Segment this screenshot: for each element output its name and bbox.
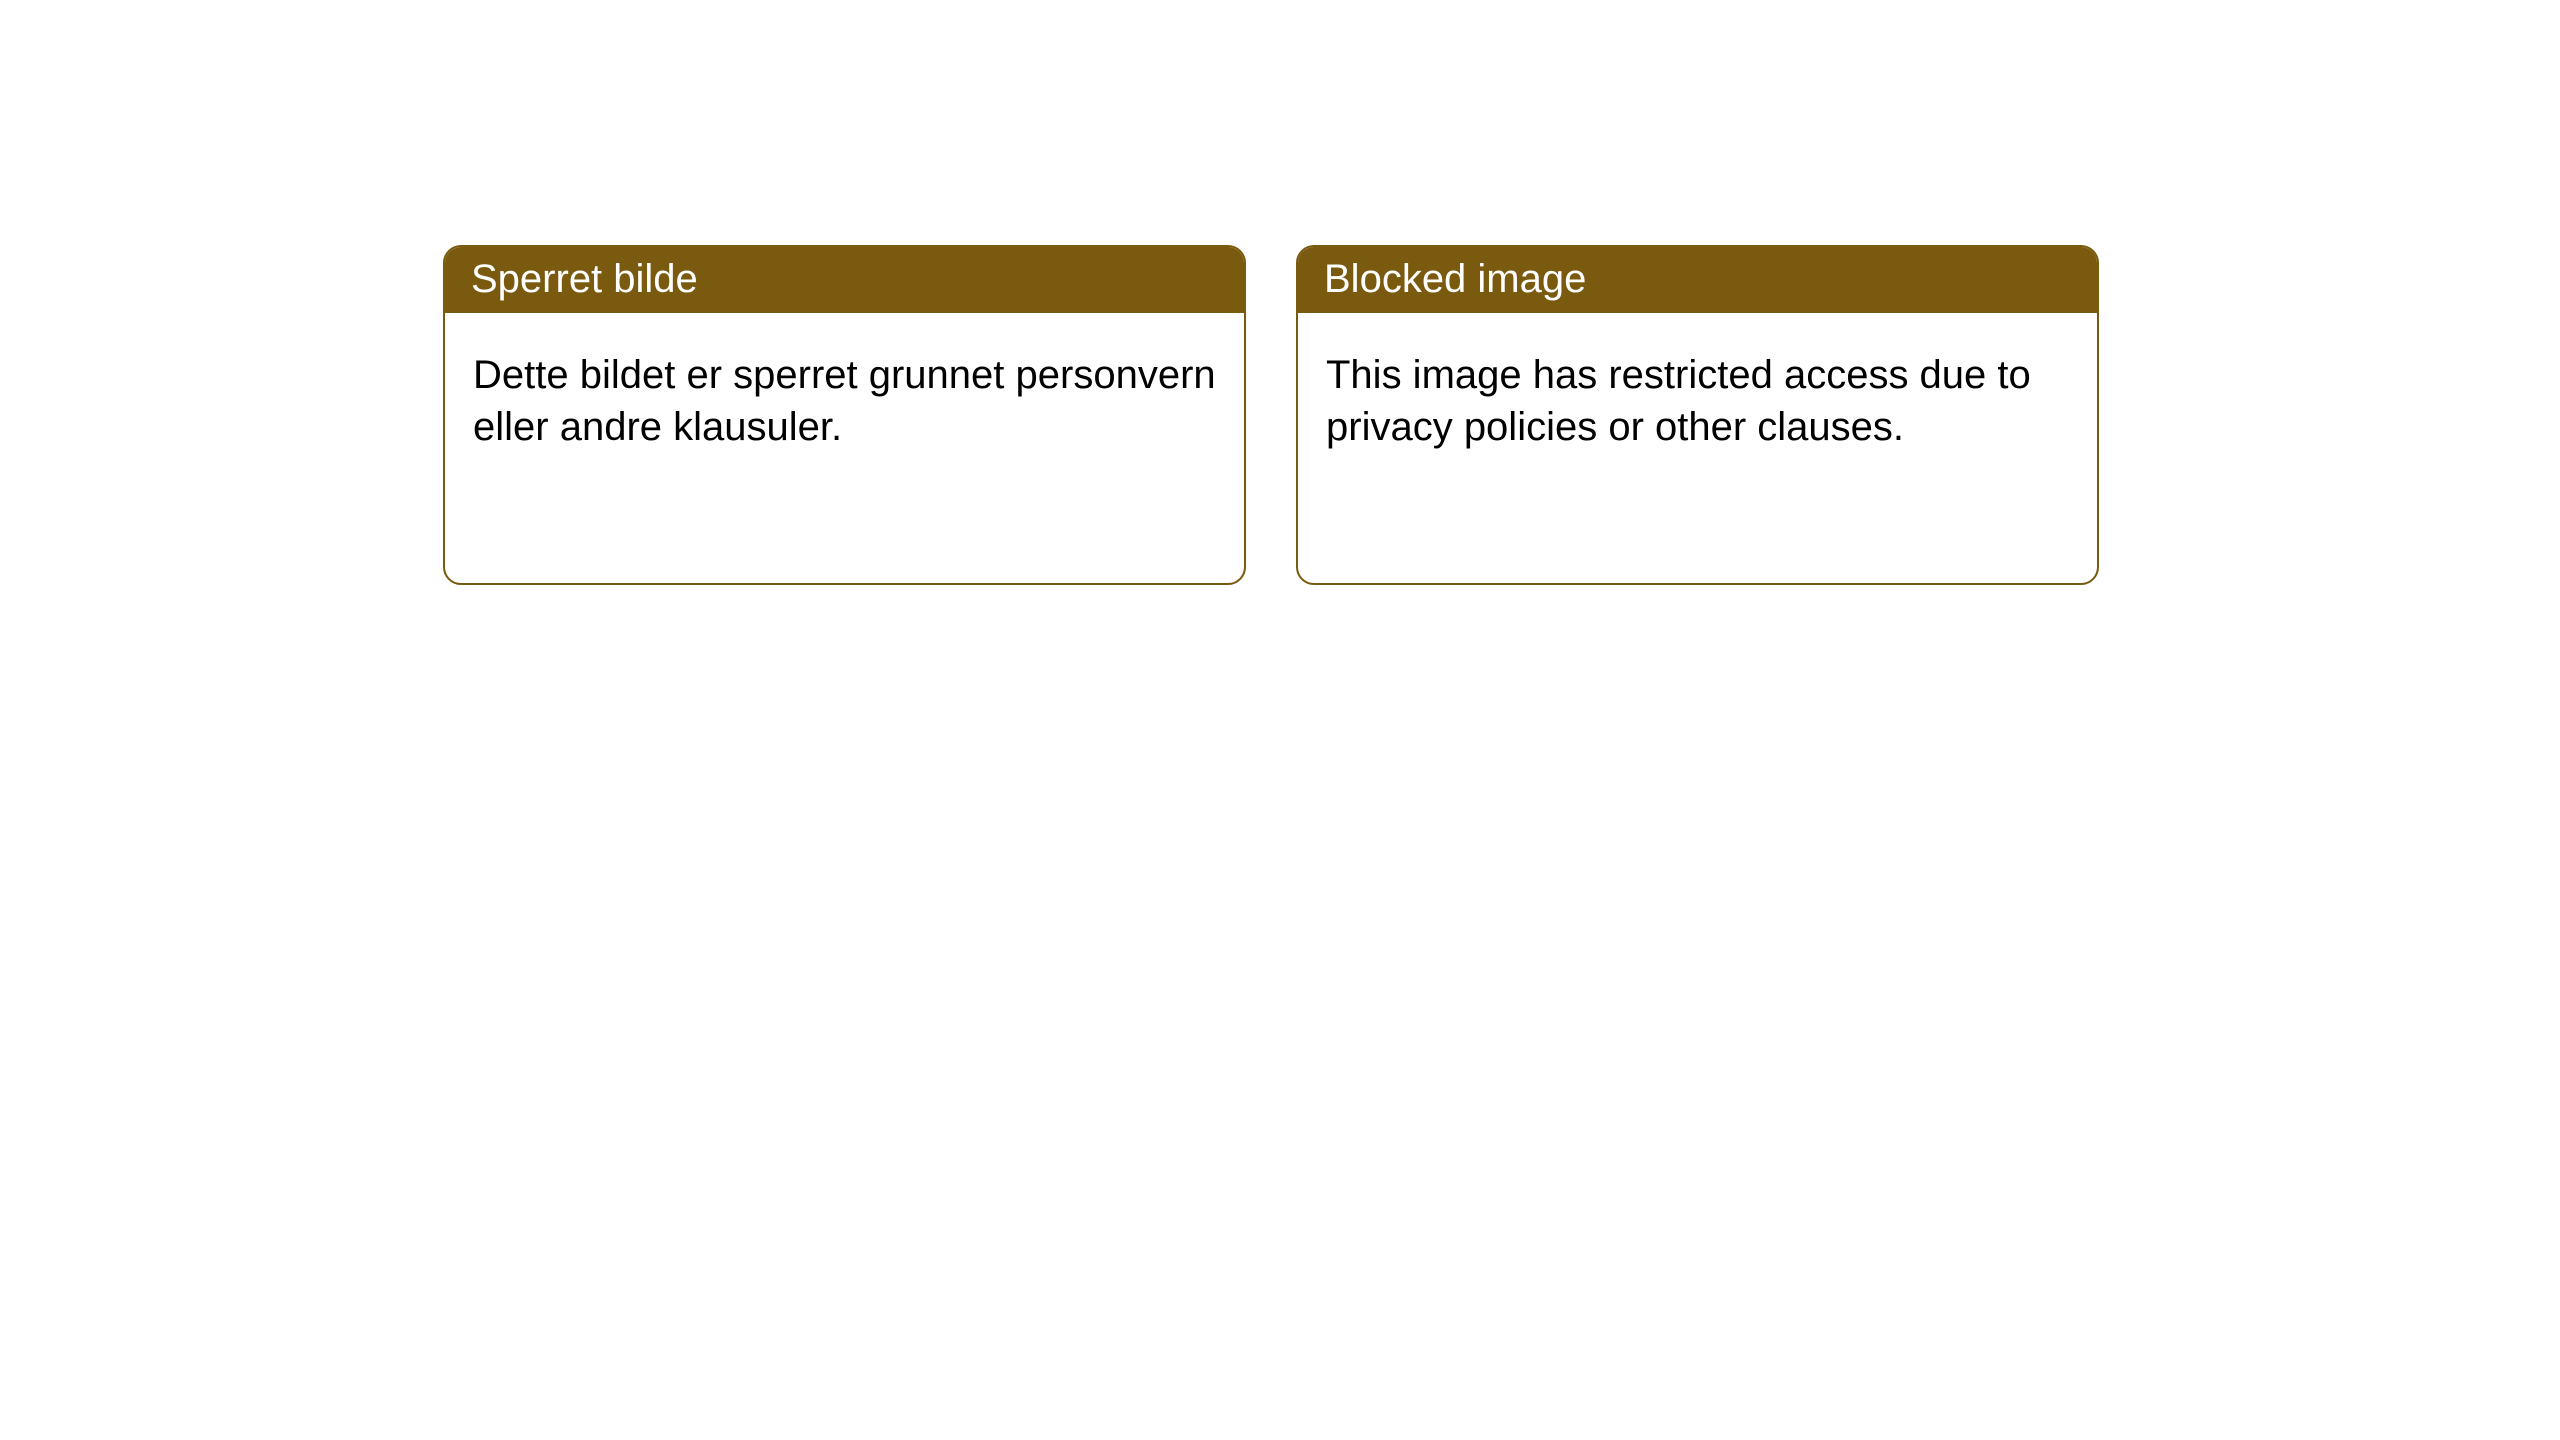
notice-header-norwegian: Sperret bilde bbox=[445, 247, 1244, 313]
notice-panel-english: Blocked image This image has restricted … bbox=[1296, 245, 2099, 585]
notice-container: Sperret bilde Dette bildet er sperret gr… bbox=[0, 0, 2560, 585]
notice-body-norwegian: Dette bildet er sperret grunnet personve… bbox=[445, 313, 1244, 583]
notice-panel-norwegian: Sperret bilde Dette bildet er sperret gr… bbox=[443, 245, 1246, 585]
notice-body-english: This image has restricted access due to … bbox=[1298, 313, 2097, 583]
notice-header-english: Blocked image bbox=[1298, 247, 2097, 313]
